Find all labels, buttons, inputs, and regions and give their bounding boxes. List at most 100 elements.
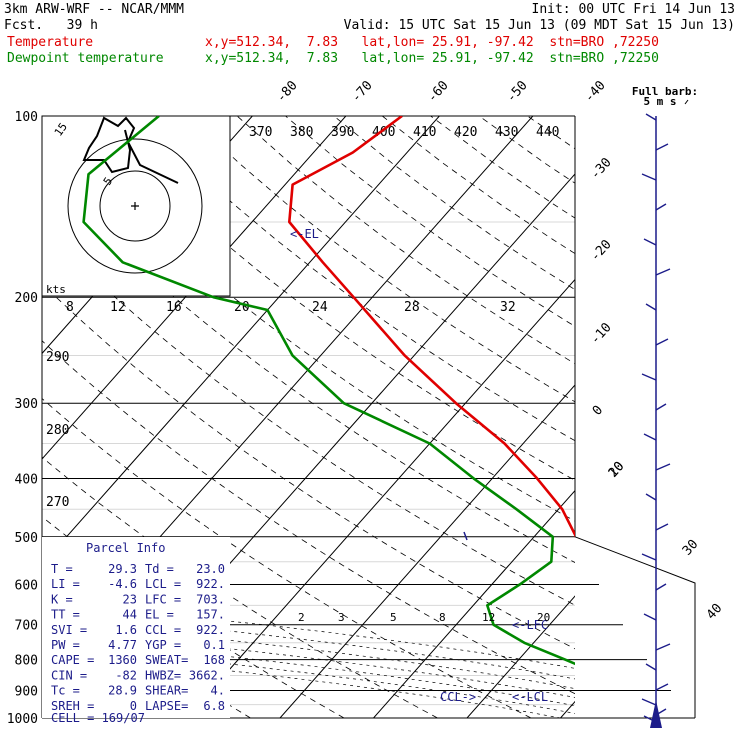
parcel-row-label-a: SVI = [51, 623, 87, 637]
wind-barb [643, 613, 657, 621]
dry-adiabat [382, 116, 575, 255]
wind-barb [643, 238, 657, 246]
speed-label: 28 [404, 300, 420, 315]
parcel-info-panel: Parcel Info T = 29.3 Td = 23.0 LI = -4.6 LCL =… [42, 537, 230, 725]
dry-adiabat [42, 169, 575, 564]
parcel-row-value-b: 23.0 [196, 562, 225, 576]
isotherm [279, 384, 575, 718]
dry-adiabat [721, 116, 740, 718]
isotherm [466, 595, 575, 718]
isotherm-label: 20 [606, 459, 628, 481]
wind-legend-title: Full barb: [632, 85, 698, 98]
parcel-row-label-a: Tc = [51, 684, 80, 698]
parcel-row-label-a: PW = [51, 638, 80, 652]
level-markers: <-EL <-LFC <-LCL CCL-> [290, 227, 548, 704]
theta-labels: 370 380 390 400 410 420 430 440 290 280 270 [46, 125, 559, 510]
legend-dewpoint-info: x,y=512.34, 7.83 lat,lon= 25.91, -97.42 … [205, 51, 659, 66]
pressure-label-400: 400 [15, 472, 38, 487]
wind-barb [655, 143, 669, 151]
legend-dewpoint-label: Dewpoint temperature [7, 51, 164, 66]
parcel-row-value-b: 168 [203, 653, 225, 667]
isotherm-label: -70 [349, 78, 376, 105]
dry-adiabat [236, 116, 575, 365]
pressure-label-600: 600 [15, 578, 38, 593]
pressure-label-900: 900 [15, 684, 38, 699]
parcel-row-value-b: 922. [196, 577, 225, 591]
isotherm-label: 0 [590, 403, 606, 419]
parcel-row-value-b: 6.8 [203, 699, 225, 713]
hodograph-ring-outer [67, 138, 203, 274]
wind-barb [641, 173, 657, 181]
dry-adiabat [624, 116, 740, 718]
wind-legend-barb-icon [684, 99, 689, 105]
theta-label: 390 [331, 125, 354, 140]
parcel-row-label-a: CIN = [51, 668, 87, 682]
parcel-row-value-a: 0 [130, 699, 137, 713]
wind-barb [655, 338, 669, 346]
legend-temperature-label: Temperature [7, 35, 93, 50]
speed-label: 8 [66, 300, 74, 315]
theta-label: 420 [454, 125, 477, 140]
el-marker: <-EL [290, 227, 319, 241]
parcel-row-label-b: LFC = [145, 592, 181, 606]
mixing-ratio-label: 8 [439, 611, 446, 624]
speed-label: 32 [500, 300, 516, 315]
parcel-row-value-a: 1360 [108, 653, 137, 667]
parcel-row-label-b: SWEAT= [145, 653, 188, 667]
moist-adiabat [42, 621, 575, 689]
wind-barb [645, 113, 657, 121]
wind-barb [645, 663, 657, 671]
isotherm-label: -40 [582, 78, 609, 105]
parcel-row-label-b: Td = [145, 562, 174, 576]
pressure-label-100: 100 [15, 110, 38, 125]
parcel-row-label-a: SREH = [51, 699, 94, 713]
mixing-ratio-label: 5 [390, 611, 397, 624]
dry-adiabat [430, 116, 575, 219]
theta-left-label: 270 [46, 495, 69, 510]
parcel-row-label-b: YGP = [145, 638, 181, 652]
parcel-row-label-b: HWBZ= [145, 668, 181, 682]
isotherm [186, 278, 575, 718]
parcel-row-value-a: 1.6 [115, 623, 137, 637]
pressure-label-300: 300 [15, 397, 38, 412]
dry-adiabat [42, 397, 532, 718]
wind-barb [655, 643, 671, 651]
parcel-row-label-b: LAPSE= [145, 699, 188, 713]
parcel-row-value-a: 23 [123, 592, 137, 606]
pressure-axis-labels: 100 200 300 400 500 600 700 800 900 1000 [7, 110, 38, 727]
isotherm-label: -50 [504, 78, 531, 105]
pressure-label-800: 800 [15, 654, 38, 669]
moist-adiabat [42, 637, 575, 707]
parcel-row-label-a: K = [51, 592, 73, 606]
parcel-row-label-a: T = [51, 562, 73, 576]
pressure-label-500: 500 [15, 531, 38, 546]
wind-legend-units: 5 m s [643, 95, 676, 108]
wind-barb [655, 268, 671, 276]
parcel-row-value-b: 0.1 [203, 638, 225, 652]
parcel-row-label-a: CAPE = [51, 653, 94, 667]
isotherm-label: 40 [704, 601, 726, 623]
parcel-info-title: Parcel Info [86, 541, 165, 555]
wind-barb [655, 203, 667, 211]
legend-temperature-info: x,y=512.34, 7.83 lat,lon= 25.91, -97.42 … [205, 35, 659, 50]
theta-left-label: 290 [46, 350, 69, 365]
speed-label: 12 [110, 300, 126, 315]
isotherm-label: -80 [274, 78, 301, 105]
parcel-row-label-b: LCL = [145, 577, 181, 591]
dry-adiabat [91, 116, 575, 481]
dry-adiabat [42, 340, 575, 695]
hodograph-kts-label: kts [46, 283, 66, 296]
parcel-row-value-b: 157. [196, 608, 225, 622]
hodograph-ring-label-outer: 15 [52, 120, 70, 138]
isotherm-label: -60 [425, 78, 452, 105]
speed-label: 24 [312, 300, 328, 315]
parcel-info-background [42, 537, 230, 718]
wind-barb [641, 373, 657, 381]
lcl-marker: <-LCL [512, 690, 548, 704]
wind-barb [645, 493, 657, 501]
small-wind-tick-icon [463, 531, 468, 541]
parcel-row-label-b: CCL = [145, 623, 181, 637]
parcel-row-value-a: 44 [123, 608, 137, 622]
parcel-row-label-a: TT = [51, 608, 80, 622]
